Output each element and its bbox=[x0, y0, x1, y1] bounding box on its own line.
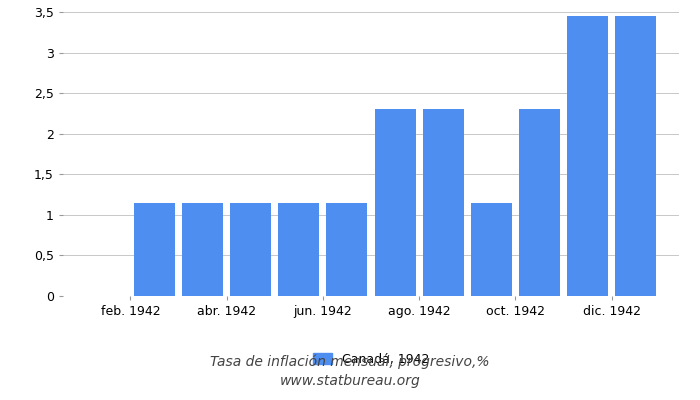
Text: Tasa de inflación mensual, progresivo,%: Tasa de inflación mensual, progresivo,% bbox=[210, 355, 490, 369]
Bar bbox=[279, 203, 319, 296]
Bar bbox=[471, 203, 512, 296]
Text: www.statbureau.org: www.statbureau.org bbox=[279, 374, 421, 388]
Bar bbox=[374, 109, 416, 296]
Bar bbox=[567, 16, 608, 296]
Bar bbox=[326, 203, 368, 296]
Bar bbox=[134, 203, 175, 296]
Bar bbox=[230, 203, 271, 296]
Bar bbox=[423, 109, 463, 296]
Bar bbox=[615, 16, 656, 296]
Bar bbox=[519, 109, 560, 296]
Legend: Canadá, 1942: Canadá, 1942 bbox=[308, 348, 434, 371]
Bar bbox=[182, 203, 223, 296]
